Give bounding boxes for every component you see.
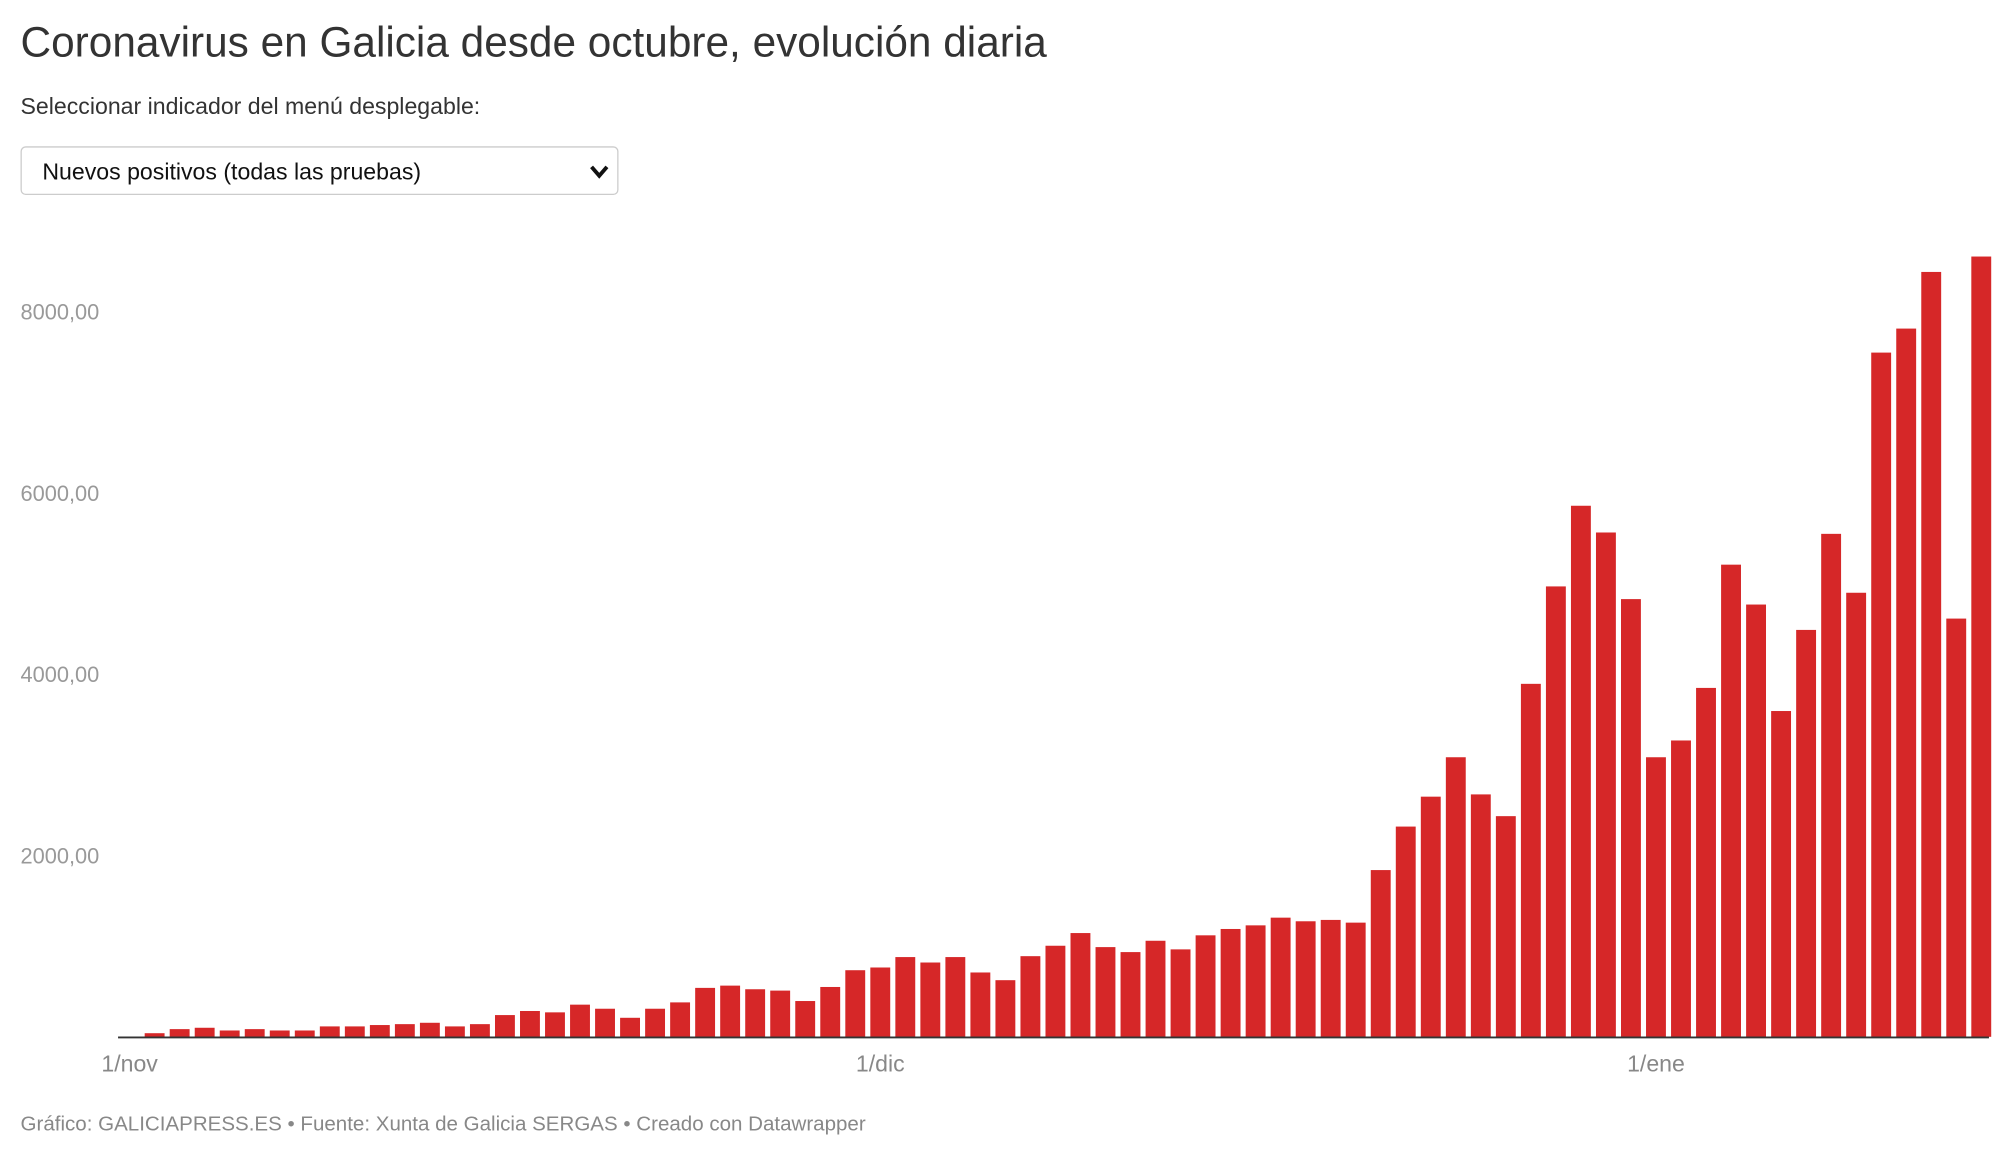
- indicator-dropdown[interactable]: Nuevos positivos (todas las pruebas): [20, 146, 619, 196]
- bar: [1295, 921, 1316, 1037]
- bar: [1545, 586, 1566, 1037]
- x-tick-label: 1/nov: [101, 1050, 158, 1076]
- bar: [394, 1024, 415, 1037]
- bar: [1796, 629, 1817, 1037]
- bar: [1696, 687, 1716, 1037]
- bar: [845, 970, 866, 1037]
- selector-label: Seleccionar indicador del menú desplegab…: [20, 93, 481, 120]
- bar: [945, 957, 966, 1037]
- bar: [1570, 505, 1591, 1037]
- bar: [670, 1002, 691, 1037]
- bar: [1270, 917, 1291, 1037]
- bar-chart: 2000,00 4000,00 6000,00 8000,00 1/nov 1/dic 1/…: [21, 256, 1992, 1076]
- bar: [219, 1030, 240, 1037]
- bar: [1646, 757, 1666, 1037]
- bar: [1896, 328, 1917, 1037]
- bar: [444, 1026, 465, 1037]
- bar: [1871, 352, 1892, 1037]
- bar: [1671, 740, 1691, 1037]
- x-tick-label: 1/dic: [856, 1050, 905, 1076]
- bar: [1921, 271, 1942, 1037]
- bar: [1070, 933, 1091, 1037]
- bar: [1095, 947, 1116, 1037]
- bar: [920, 962, 941, 1037]
- bar: [895, 957, 916, 1037]
- chevron-down-icon: [590, 165, 609, 179]
- bar: [1320, 919, 1341, 1037]
- bar: [970, 972, 991, 1037]
- bar: [144, 1033, 165, 1037]
- bar: [745, 989, 766, 1037]
- bar: [369, 1025, 390, 1037]
- bar: [595, 1008, 615, 1037]
- x-tick-label: 1/ene: [1627, 1050, 1685, 1076]
- bar: [244, 1029, 265, 1037]
- bar: [1045, 945, 1066, 1037]
- bar: [1245, 925, 1266, 1037]
- bar: [1445, 757, 1466, 1037]
- bar: [1470, 794, 1491, 1037]
- bar: [820, 986, 841, 1037]
- y-tick-label: 2000,00: [21, 843, 100, 868]
- bar: [1971, 256, 1992, 1037]
- bar: [695, 987, 716, 1037]
- bar: [194, 1027, 215, 1037]
- y-tick-label: 4000,00: [21, 662, 100, 687]
- bar: [1846, 592, 1867, 1037]
- bar: [770, 990, 791, 1037]
- bar: [269, 1030, 290, 1037]
- bar: [620, 1017, 640, 1037]
- bar: [1621, 599, 1641, 1037]
- bar: [995, 980, 1016, 1037]
- bar: [1821, 533, 1842, 1037]
- y-tick-label: 8000,00: [21, 300, 100, 325]
- bar: [1746, 604, 1767, 1037]
- bar: [344, 1026, 365, 1037]
- bar: [870, 967, 891, 1037]
- bar: [1145, 940, 1166, 1037]
- bar: [469, 1024, 490, 1037]
- bar: [319, 1026, 340, 1037]
- bar: [645, 1008, 666, 1037]
- page-title: Coronavirus en Galicia desde octubre, ev…: [20, 17, 1047, 66]
- bar: [1020, 956, 1041, 1037]
- bar: [419, 1022, 440, 1037]
- bar: [1370, 870, 1391, 1037]
- chart-footer: Gráfico: GALICIAPRESS.ES • Fuente: Xunta…: [20, 1113, 866, 1136]
- bar: [1120, 952, 1141, 1037]
- bar: [1520, 683, 1541, 1037]
- bar: [1220, 928, 1241, 1037]
- bar: [1420, 796, 1441, 1037]
- bar: [795, 1001, 816, 1037]
- bar: [1395, 826, 1416, 1037]
- bar: [169, 1029, 190, 1037]
- bar: [545, 1012, 565, 1037]
- bar: [520, 1010, 540, 1037]
- y-tick-label: 6000,00: [21, 481, 100, 506]
- bar: [1595, 532, 1616, 1037]
- bar: [494, 1015, 515, 1037]
- bar: [1170, 949, 1191, 1037]
- bar: [570, 1004, 590, 1037]
- bar: [1345, 922, 1366, 1037]
- bar: [294, 1030, 315, 1037]
- dropdown-selected-value: Nuevos positivos (todas las pruebas): [42, 159, 422, 185]
- bar: [720, 985, 741, 1037]
- bar: [1721, 564, 1741, 1037]
- bar: [1946, 618, 1967, 1037]
- bar: [1771, 711, 1792, 1037]
- bar: [1495, 816, 1516, 1037]
- bar: [1195, 935, 1216, 1037]
